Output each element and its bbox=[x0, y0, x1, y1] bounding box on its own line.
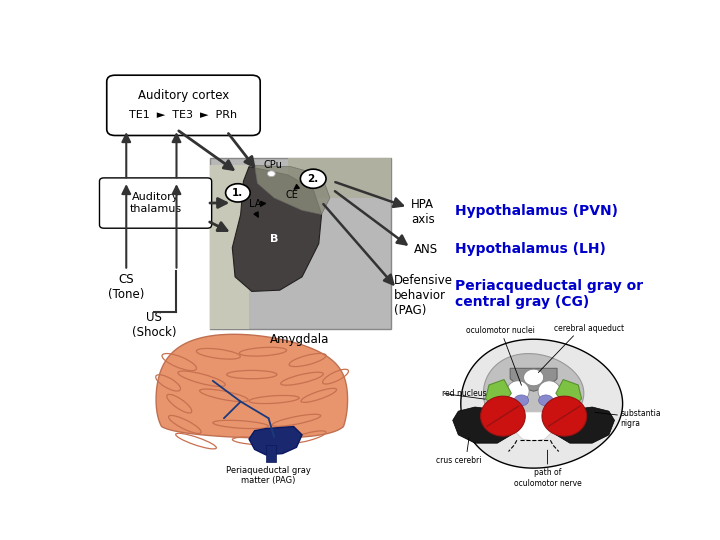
Polygon shape bbox=[453, 407, 520, 443]
Text: red nucleus: red nucleus bbox=[441, 389, 486, 398]
Text: crus cerebri: crus cerebri bbox=[436, 456, 481, 464]
Text: CS
(Tone): CS (Tone) bbox=[108, 273, 145, 301]
Bar bbox=[266, 446, 276, 462]
Text: Amygdala: Amygdala bbox=[269, 333, 329, 346]
FancyBboxPatch shape bbox=[107, 75, 260, 136]
Text: Periacqueductal gray or
central gray (CG): Periacqueductal gray or central gray (CG… bbox=[456, 279, 644, 309]
Polygon shape bbox=[233, 167, 322, 292]
Polygon shape bbox=[485, 380, 511, 404]
Text: CE: CE bbox=[285, 190, 298, 200]
Text: Hypothalamus (LH): Hypothalamus (LH) bbox=[456, 241, 606, 255]
Polygon shape bbox=[538, 381, 560, 402]
Text: HPA
axis: HPA axis bbox=[411, 198, 435, 226]
Text: 2.: 2. bbox=[307, 174, 319, 184]
Polygon shape bbox=[156, 334, 348, 438]
Circle shape bbox=[225, 184, 250, 202]
Bar bbox=[210, 158, 392, 329]
Polygon shape bbox=[556, 380, 582, 404]
Text: CPu: CPu bbox=[263, 160, 282, 170]
Polygon shape bbox=[542, 396, 587, 436]
Polygon shape bbox=[481, 396, 526, 436]
FancyBboxPatch shape bbox=[99, 178, 212, 228]
Polygon shape bbox=[507, 381, 529, 402]
Text: Periaqueductal gray
matter (PAG): Periaqueductal gray matter (PAG) bbox=[226, 466, 311, 485]
Circle shape bbox=[267, 171, 275, 177]
Text: B: B bbox=[270, 234, 279, 245]
Polygon shape bbox=[548, 407, 615, 443]
Polygon shape bbox=[511, 412, 556, 441]
Text: Auditory
thalamus: Auditory thalamus bbox=[130, 192, 181, 214]
Text: cerebral aqueduct: cerebral aqueduct bbox=[554, 324, 624, 333]
Text: Auditory cortex: Auditory cortex bbox=[138, 89, 229, 102]
Text: Hypothalamus (PVN): Hypothalamus (PVN) bbox=[456, 204, 618, 218]
Circle shape bbox=[300, 169, 326, 188]
Text: ANS: ANS bbox=[413, 244, 438, 256]
Polygon shape bbox=[514, 395, 528, 406]
Text: substantia
nigra: substantia nigra bbox=[620, 409, 661, 428]
Polygon shape bbox=[288, 158, 392, 198]
Polygon shape bbox=[483, 354, 584, 433]
Text: oculomotor nuclei: oculomotor nuclei bbox=[466, 326, 534, 335]
Polygon shape bbox=[523, 369, 544, 386]
Text: TE1  ►  TE3  ►  PRh: TE1 ► TE3 ► PRh bbox=[130, 110, 238, 120]
Polygon shape bbox=[539, 395, 553, 406]
Polygon shape bbox=[461, 339, 623, 468]
Text: Defensive
behavior
(PAG): Defensive behavior (PAG) bbox=[394, 274, 453, 317]
Polygon shape bbox=[249, 427, 302, 455]
Text: 1.: 1. bbox=[233, 188, 243, 198]
Text: US
(Shock): US (Shock) bbox=[132, 310, 176, 339]
Polygon shape bbox=[255, 165, 330, 214]
Text: path of
oculomotor nerve: path of oculomotor nerve bbox=[513, 468, 582, 488]
Polygon shape bbox=[510, 368, 557, 391]
Polygon shape bbox=[210, 165, 249, 329]
Text: LA: LA bbox=[249, 199, 261, 208]
